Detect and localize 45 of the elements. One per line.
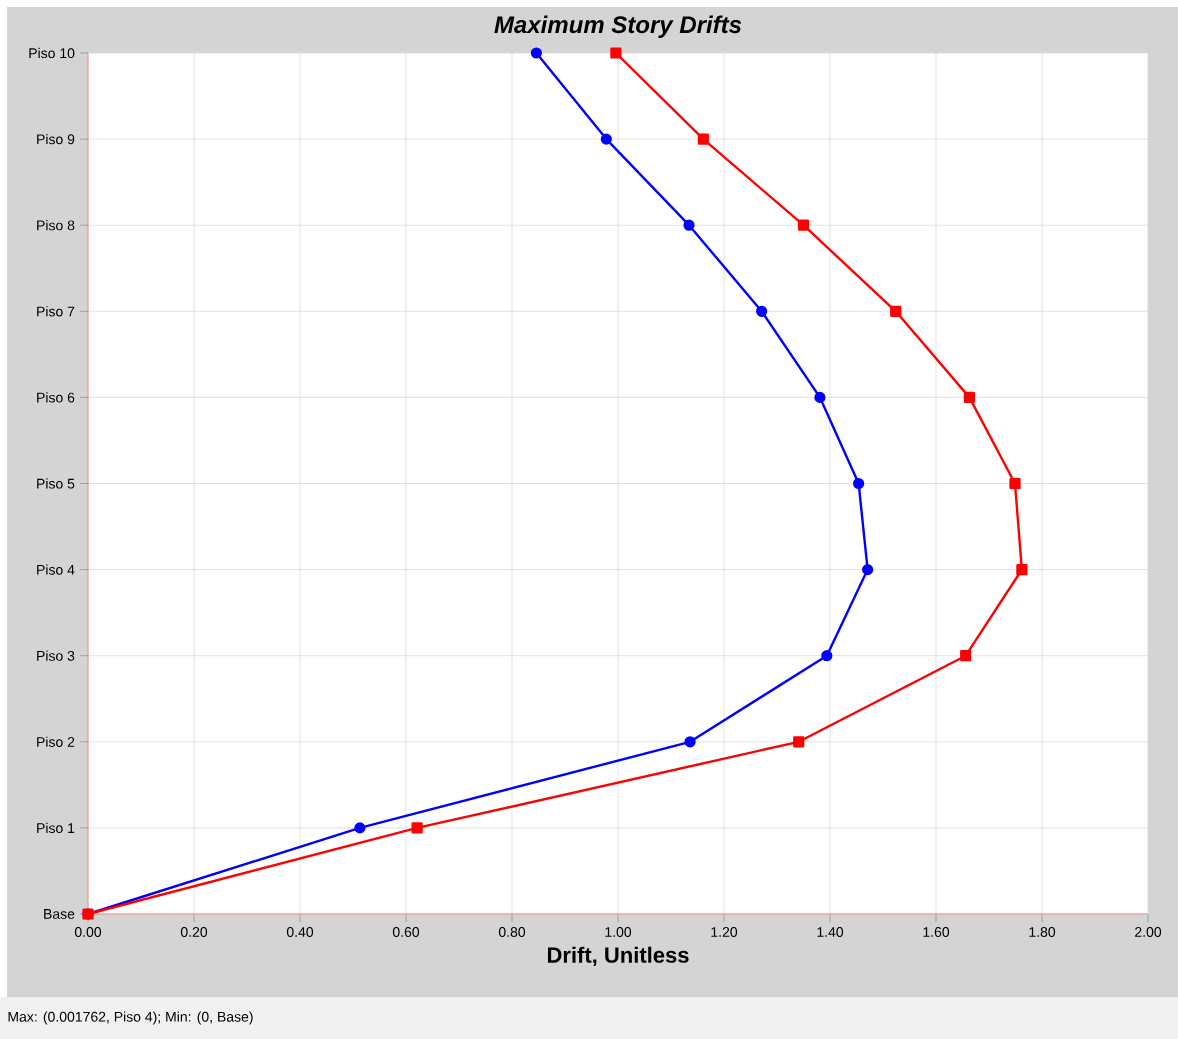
x-tick-label: 0.00 <box>74 927 102 937</box>
point <box>697 133 709 145</box>
point <box>797 219 810 231</box>
point <box>610 47 622 59</box>
point <box>354 822 366 834</box>
point <box>530 47 542 59</box>
y-tick-label: Piso 5 <box>37 478 75 489</box>
point <box>411 822 423 834</box>
x-tick-label: 2.00 <box>1135 927 1162 937</box>
x-axis-title: Drift, Unitless <box>547 946 689 967</box>
y-tick-label: Piso 4 <box>37 564 75 575</box>
point <box>963 391 975 403</box>
x-tick-label: 1.20 <box>711 927 738 937</box>
y-tick-label: Piso 10 <box>29 47 75 59</box>
x-tick-label: 0.20 <box>180 927 208 937</box>
y-tick-label: Piso 2 <box>37 736 75 747</box>
x-tick-label: 1.80 <box>1029 927 1056 937</box>
point <box>756 305 768 317</box>
point <box>1016 564 1028 576</box>
point <box>814 391 826 403</box>
x-tick-label: 1.40 <box>817 927 844 937</box>
point <box>960 650 972 662</box>
y-tick-label: Piso 7 <box>37 306 75 317</box>
point <box>862 564 874 576</box>
x-tick-label: 0.40 <box>286 927 314 937</box>
y-tick-label: Base <box>44 909 75 919</box>
x-tick-label: 1.60 <box>923 927 950 937</box>
chart-title: Maximum Story Drifts <box>494 15 742 38</box>
point <box>684 736 696 748</box>
point <box>821 650 833 662</box>
x-tick-label: 1.00 <box>605 927 632 937</box>
point <box>853 477 865 490</box>
y-tick-label: Piso 1 <box>37 822 75 834</box>
point <box>793 736 805 748</box>
y-tick-label: Piso 8 <box>37 220 75 231</box>
point <box>683 219 695 231</box>
y-tick-label: Piso 9 <box>37 133 75 145</box>
x-tick-label: 0.60 <box>392 927 420 937</box>
y-tick-label: Piso 6 <box>37 392 75 403</box>
x-tick-label: 0.80 <box>498 927 526 937</box>
point <box>1009 477 1021 490</box>
text: Max: (0.001762, Piso 4); Min: (0, Base) <box>8 1011 253 1025</box>
point <box>890 305 902 317</box>
point <box>600 133 612 145</box>
y-tick-label: Piso 3 <box>37 650 75 661</box>
